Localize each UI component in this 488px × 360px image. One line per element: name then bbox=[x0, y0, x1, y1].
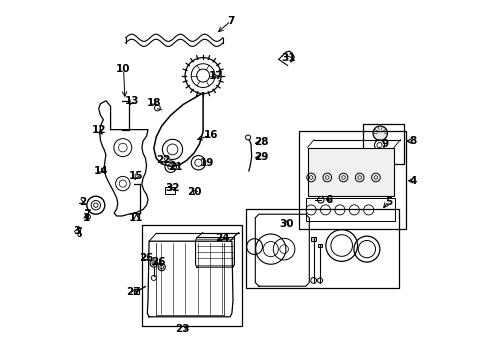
Text: 10: 10 bbox=[116, 64, 130, 74]
Bar bbox=[363, 124, 403, 164]
Text: 13: 13 bbox=[124, 96, 139, 106]
Bar bbox=[134, 289, 139, 294]
Text: 1: 1 bbox=[82, 213, 89, 223]
Text: 5: 5 bbox=[384, 197, 391, 207]
Circle shape bbox=[372, 126, 386, 140]
Bar bbox=[298, 131, 405, 229]
Text: 15: 15 bbox=[129, 171, 143, 181]
Text: 16: 16 bbox=[203, 130, 218, 140]
Text: 24: 24 bbox=[215, 233, 230, 243]
Bar bbox=[318, 244, 321, 247]
Bar bbox=[311, 237, 315, 241]
Text: 19: 19 bbox=[199, 158, 213, 168]
Text: 28: 28 bbox=[254, 137, 268, 147]
Text: 22: 22 bbox=[156, 155, 170, 165]
Bar bbox=[245, 209, 399, 288]
Bar bbox=[142, 225, 242, 326]
Text: 21: 21 bbox=[168, 162, 182, 172]
Text: 23: 23 bbox=[175, 324, 189, 334]
Text: 29: 29 bbox=[254, 152, 268, 162]
Text: 25: 25 bbox=[139, 253, 154, 264]
Text: 20: 20 bbox=[186, 186, 201, 197]
Text: 17: 17 bbox=[208, 71, 223, 81]
Text: 11: 11 bbox=[129, 213, 143, 223]
Text: 7: 7 bbox=[226, 16, 234, 26]
Text: 14: 14 bbox=[94, 166, 109, 176]
Text: 9: 9 bbox=[381, 139, 387, 149]
Text: 30: 30 bbox=[279, 219, 294, 229]
Text: 18: 18 bbox=[147, 98, 162, 108]
Text: 27: 27 bbox=[126, 287, 141, 297]
Text: 4: 4 bbox=[408, 176, 416, 186]
Text: 26: 26 bbox=[151, 257, 166, 267]
Bar bbox=[165, 187, 175, 194]
Text: 31: 31 bbox=[281, 53, 295, 63]
Text: 32: 32 bbox=[165, 183, 180, 193]
Text: 8: 8 bbox=[408, 136, 416, 146]
Bar bbox=[305, 198, 394, 221]
Bar bbox=[307, 148, 393, 196]
Text: 6: 6 bbox=[325, 195, 332, 205]
Text: 12: 12 bbox=[91, 125, 106, 135]
Text: 2: 2 bbox=[79, 197, 86, 207]
Text: 3: 3 bbox=[73, 226, 81, 236]
